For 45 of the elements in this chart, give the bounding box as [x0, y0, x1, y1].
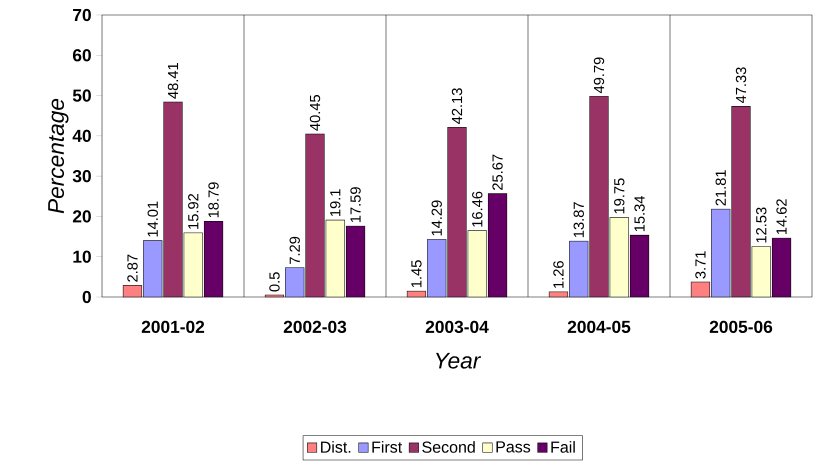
data-label: 48.41: [168, 63, 178, 99]
data-label: 3.71: [695, 251, 706, 279]
data-label: 49.79: [594, 57, 604, 94]
data-label: 12.53: [756, 208, 766, 242]
data-label: 13.87: [574, 202, 584, 238]
data-label: 21.81: [716, 170, 726, 206]
y-tick-label: 50: [72, 89, 91, 102]
y-tick-label: 30: [72, 170, 91, 182]
legend-label: Second: [422, 441, 475, 453]
x-tick-label: 2004-05: [568, 320, 630, 333]
y-tick-label: 60: [72, 49, 91, 62]
data-label: 2.87: [127, 254, 138, 282]
legend-label: Fail: [551, 441, 575, 453]
y-tick-label: 10: [73, 250, 91, 263]
x-tick-label: 2002-03: [284, 320, 346, 334]
y-axis-title: Percentage: [48, 98, 69, 214]
data-label: 7.29: [290, 236, 300, 264]
data-label: 40.45: [310, 95, 320, 131]
data-label: 1.45: [411, 260, 422, 288]
data-label: 17.59: [350, 187, 361, 222]
data-label: 42.13: [452, 88, 462, 124]
data-label: 25.67: [492, 154, 503, 190]
data-label: 19.75: [614, 178, 624, 214]
data-label: 18.79: [208, 182, 219, 218]
y-tick-label: 40: [72, 130, 91, 142]
data-label: 47.33: [736, 67, 746, 104]
data-label: 14.62: [776, 199, 787, 234]
data-label: 1.26: [553, 261, 564, 288]
legend-label: Dist.: [321, 441, 350, 453]
y-tick-label: 20: [72, 210, 91, 223]
x-tick-label: 2003-04: [426, 320, 489, 334]
data-label: 14.29: [432, 200, 442, 236]
data-label: 15.92: [188, 194, 198, 229]
data-label: 19.1: [330, 189, 340, 216]
data-label: 14.01: [148, 202, 158, 237]
x-tick-label: 2005-06: [710, 320, 772, 333]
legend-label: First: [372, 441, 402, 453]
data-label: 16.46: [472, 192, 482, 227]
y-tick-label: 70: [73, 8, 91, 22]
x-tick-label: 2001-02: [142, 320, 204, 333]
y-tick-label: 0: [82, 290, 91, 304]
legend-label: Pass: [496, 441, 530, 453]
x-axis-title: Year: [436, 352, 482, 369]
data-label: 15.34: [634, 196, 645, 232]
data-label: 0.5: [269, 272, 280, 292]
